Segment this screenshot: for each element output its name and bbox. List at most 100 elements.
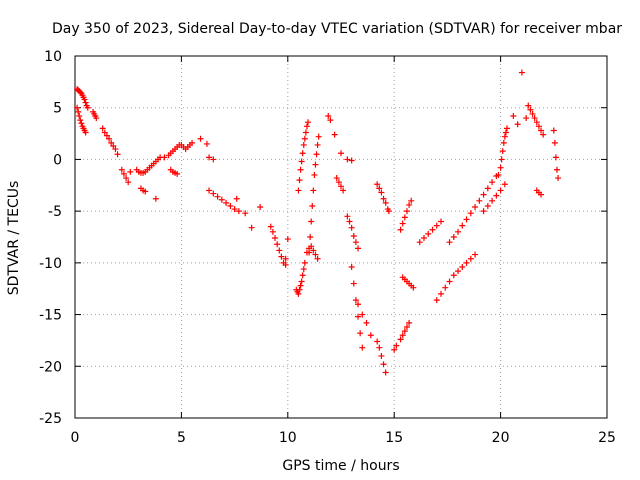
grid [75,56,607,418]
data-point [410,284,417,291]
data-point [110,142,117,149]
data-point [274,241,281,248]
data-point [531,115,538,122]
data-point [510,112,517,119]
data-point [489,179,496,186]
data-point [210,156,217,163]
data-point [242,210,249,217]
data-point [161,154,168,161]
data-point [235,208,242,215]
data-point [301,259,308,266]
data-point [77,117,84,124]
data-point [203,140,210,147]
data-point [495,171,502,178]
data-point [529,110,536,117]
y-tick-labels: -25 -20 -15 -10 -5 0 5 10 [39,49,62,427]
data-point [355,245,362,252]
data-point [189,139,196,146]
data-point [403,208,410,215]
data-point [296,286,303,293]
data-point [210,190,217,197]
data-point [397,226,404,233]
x-tick-label: 5 [177,430,186,446]
data-point [416,239,423,246]
data-point [269,228,276,235]
data-point [433,222,440,229]
data-point [306,249,313,256]
data-point [555,175,562,182]
data-point [533,119,540,126]
data-point [114,151,121,158]
data-point [101,129,108,136]
data-point [420,235,427,242]
data-point [359,344,366,351]
plot-frame [74,55,608,419]
data-point [376,185,383,192]
y-axis-label: SDTVAR / TECUs [6,181,22,296]
data-point [408,197,415,204]
data-point [455,268,462,275]
data-point [76,112,83,119]
data-point [378,352,385,359]
data-point [399,220,406,227]
data-point [309,202,316,209]
data-point [106,135,113,142]
data-point [459,263,466,270]
data-point [352,239,359,246]
data-point [359,311,366,318]
data-point [403,323,410,330]
data-point [77,89,84,96]
data-point [248,224,255,231]
x-tick-labels: 0 5 10 15 20 25 [71,430,616,446]
data-point [74,104,81,111]
data-point [313,151,320,158]
data-point [335,179,342,186]
y-tick-label: 5 [53,101,62,117]
data-point [442,284,449,291]
data-point [463,216,470,223]
data-point [82,99,89,106]
data-point [401,328,408,335]
data-point [214,193,221,200]
data-point [393,342,400,349]
data-point [112,146,119,153]
data-point [298,278,305,285]
data-point [501,181,508,188]
y-tick-label: -15 [39,308,62,324]
data-point [540,131,547,138]
data-point [108,139,115,146]
data-point [493,192,500,199]
data-point [344,213,351,220]
data-point [378,189,385,196]
data-point [315,133,322,140]
chart-title: Day 350 of 2023, Sidereal Day-to-day VTE… [52,21,622,37]
data-point [310,187,317,194]
x-tick-label: 25 [598,430,616,446]
data-point [99,125,106,132]
data-point [459,222,466,229]
data-point [551,139,558,146]
data-point [455,228,462,235]
data-point [433,297,440,304]
data-point [518,69,525,76]
data-point [257,204,264,211]
data-point [302,129,309,136]
x-tick-label: 10 [279,430,297,446]
data-point [538,127,545,134]
data-point [327,117,334,124]
data-point [267,223,274,230]
data-point [338,150,344,157]
data-point [333,175,340,182]
data-point [301,135,308,142]
data-point [406,201,413,208]
data-point [152,195,159,202]
data-point [276,247,283,254]
data-point [538,191,545,198]
data-point [501,133,508,140]
data-point [450,272,457,279]
data-point [480,191,487,198]
data-point [314,141,321,148]
data-point [527,106,534,113]
data-point [498,156,505,163]
